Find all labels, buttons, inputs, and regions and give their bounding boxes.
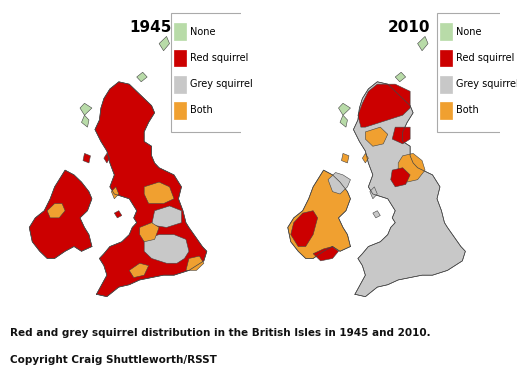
Polygon shape (328, 173, 351, 194)
Text: None: None (190, 27, 216, 36)
Text: Red squirrel: Red squirrel (190, 53, 249, 63)
Polygon shape (111, 187, 119, 199)
Polygon shape (186, 256, 204, 270)
Polygon shape (362, 153, 368, 163)
Text: Red squirrel: Red squirrel (457, 53, 515, 63)
Text: None: None (457, 27, 482, 36)
Polygon shape (144, 235, 189, 263)
Text: Grey squirrel: Grey squirrel (190, 79, 253, 89)
Text: 1945: 1945 (129, 20, 172, 35)
Polygon shape (136, 72, 147, 82)
FancyBboxPatch shape (437, 12, 504, 132)
Polygon shape (291, 211, 317, 246)
Polygon shape (398, 153, 425, 182)
Bar (174, 23, 186, 40)
Polygon shape (29, 170, 92, 258)
Polygon shape (47, 204, 65, 218)
Text: Both: Both (190, 106, 213, 116)
Polygon shape (144, 182, 174, 204)
Polygon shape (83, 153, 90, 163)
Polygon shape (392, 127, 410, 144)
Polygon shape (95, 82, 207, 297)
Polygon shape (373, 211, 381, 218)
Bar (440, 50, 452, 66)
Bar (174, 76, 186, 92)
Bar (174, 102, 186, 119)
Text: Grey squirrel: Grey squirrel (457, 79, 517, 89)
Polygon shape (391, 168, 410, 187)
Polygon shape (418, 36, 428, 51)
Polygon shape (313, 246, 339, 261)
Polygon shape (114, 211, 122, 218)
Polygon shape (395, 72, 406, 82)
Polygon shape (80, 103, 92, 115)
Polygon shape (159, 36, 170, 51)
Text: 2010: 2010 (388, 20, 430, 35)
Polygon shape (151, 206, 181, 227)
Polygon shape (358, 84, 410, 127)
Polygon shape (339, 103, 351, 115)
Polygon shape (366, 127, 388, 146)
Text: Copyright Craig Shuttleworth/RSST: Copyright Craig Shuttleworth/RSST (10, 355, 217, 365)
Polygon shape (82, 115, 89, 127)
Text: Both: Both (457, 106, 479, 116)
Bar (440, 76, 452, 92)
Bar (174, 50, 186, 66)
Text: Red and grey squirrel distribution in the British Isles in 1945 and 2010.: Red and grey squirrel distribution in th… (10, 328, 431, 338)
Bar (440, 102, 452, 119)
Polygon shape (140, 223, 159, 242)
Polygon shape (370, 187, 377, 199)
Polygon shape (342, 153, 349, 163)
FancyBboxPatch shape (171, 12, 253, 132)
Polygon shape (288, 170, 351, 258)
Polygon shape (340, 115, 347, 127)
Bar (440, 23, 452, 40)
Polygon shape (104, 153, 110, 163)
Polygon shape (129, 263, 149, 277)
Polygon shape (354, 82, 465, 297)
